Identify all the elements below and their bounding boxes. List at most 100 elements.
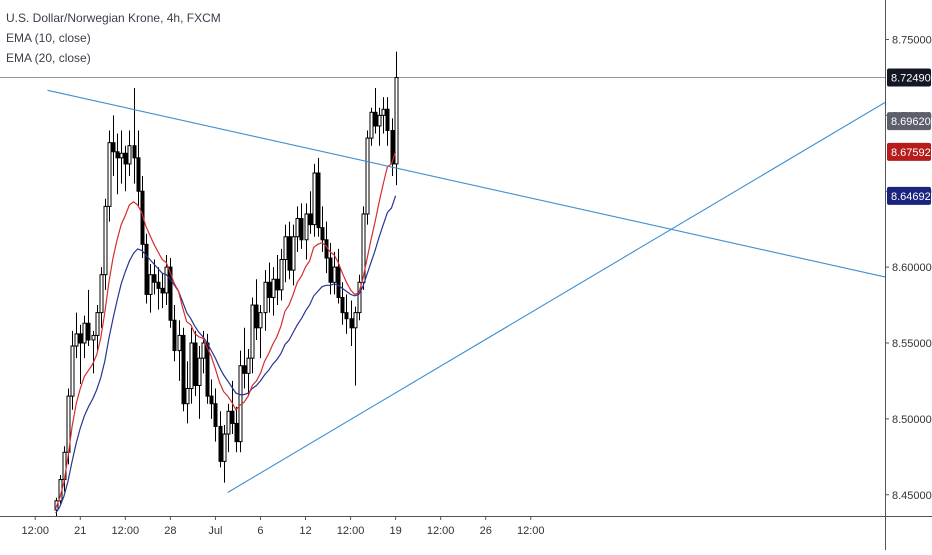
candle-bull bbox=[332, 266, 337, 283]
x-tick-label: 12:00 bbox=[517, 525, 545, 537]
candle-bear bbox=[78, 333, 83, 344]
candle-bull bbox=[201, 342, 206, 359]
x-tick-label: 12:00 bbox=[21, 525, 49, 537]
candle-bull bbox=[258, 312, 263, 329]
ema20-price-badge bbox=[887, 186, 931, 205]
candle-bear bbox=[349, 318, 354, 329]
candle-bear bbox=[308, 213, 313, 226]
candle-bear bbox=[213, 403, 218, 427]
candle-bear bbox=[209, 395, 214, 405]
legend-ema10: EMA (10, close) bbox=[6, 31, 91, 45]
candle-bull bbox=[99, 274, 104, 314]
candle-bull bbox=[263, 281, 268, 314]
candle-bull bbox=[377, 114, 382, 127]
ema10-price-badge bbox=[887, 142, 931, 161]
candle-bull bbox=[279, 259, 284, 291]
ema10-price-label: 8.67592 bbox=[891, 147, 931, 159]
x-tick-label: 6 bbox=[257, 525, 263, 537]
candle-bull bbox=[250, 304, 255, 359]
candle-bear bbox=[242, 365, 247, 374]
candle-bear bbox=[390, 130, 395, 165]
candle-bear bbox=[193, 342, 198, 386]
candle-bear bbox=[287, 236, 292, 271]
candle-bull bbox=[91, 334, 96, 341]
candle-bull bbox=[357, 281, 362, 314]
y-tick-label: 8.60000 bbox=[892, 262, 932, 274]
candle-bull bbox=[222, 433, 227, 462]
x-tick-label: 12:00 bbox=[427, 525, 455, 537]
candle-bull bbox=[369, 111, 374, 139]
candle-bear bbox=[144, 243, 149, 295]
candle-bull bbox=[365, 137, 370, 215]
candle-bull bbox=[185, 388, 190, 405]
candle-bear bbox=[181, 334, 186, 405]
legend: U.S. Dollar/Norwegian Krone, 4h, FXCM EM… bbox=[6, 8, 221, 68]
candle-bear bbox=[156, 281, 161, 289]
candle-bull bbox=[226, 410, 231, 435]
candle-bull bbox=[103, 205, 108, 276]
candle-bull bbox=[148, 274, 153, 295]
candle-bull bbox=[189, 342, 194, 390]
candle-bear bbox=[160, 287, 165, 294]
x-tick-label: 28 bbox=[164, 525, 176, 537]
candle-bear bbox=[123, 152, 128, 165]
candle-bull bbox=[164, 266, 169, 294]
candle-bull bbox=[127, 145, 132, 165]
candle-bear bbox=[316, 172, 321, 229]
ema20-price-label: 8.64692 bbox=[891, 191, 931, 203]
candle-bear bbox=[168, 266, 173, 321]
candle-bull bbox=[381, 108, 386, 116]
candle-bear bbox=[140, 190, 145, 245]
candle-bull bbox=[82, 322, 87, 344]
candle-bear bbox=[328, 257, 333, 283]
legend-ema20: EMA (20, close) bbox=[6, 51, 91, 65]
candle-bear bbox=[172, 319, 177, 352]
candle-bull bbox=[312, 172, 317, 226]
candle-bull bbox=[304, 213, 309, 241]
y-tick-label: 8.75000 bbox=[892, 34, 932, 46]
candle-bull bbox=[177, 334, 182, 352]
candle-bear bbox=[336, 266, 341, 298]
high-price-badge bbox=[887, 112, 931, 131]
candle-bull bbox=[353, 312, 358, 329]
candle-bear bbox=[132, 145, 137, 159]
candle-bear bbox=[230, 410, 235, 424]
candle-bull bbox=[291, 236, 296, 271]
candle-bull bbox=[295, 218, 300, 238]
x-tick-label: 12 bbox=[299, 525, 311, 537]
candle-bull bbox=[119, 152, 124, 159]
candle-bull bbox=[361, 213, 366, 283]
candle-bull bbox=[246, 357, 251, 374]
ema20-line bbox=[55, 195, 397, 514]
candle-bear bbox=[275, 278, 280, 291]
x-tick-label: Jul bbox=[208, 525, 222, 537]
candle-bear bbox=[111, 142, 116, 153]
candle-bear bbox=[320, 227, 325, 241]
candle-bear bbox=[373, 111, 378, 127]
chart-title: U.S. Dollar/Norwegian Krone, 4h, FXCM bbox=[6, 11, 221, 25]
last-price-label: 8.72490 bbox=[891, 73, 931, 85]
candle-bull bbox=[74, 333, 79, 347]
y-tick-label: 8.55000 bbox=[892, 338, 932, 350]
candle-bull bbox=[95, 312, 100, 336]
x-tick-label: 21 bbox=[74, 525, 86, 537]
candle-bull bbox=[197, 357, 202, 386]
candle-bear bbox=[218, 425, 223, 462]
candle-bear bbox=[136, 157, 141, 192]
x-tick-label: 12:00 bbox=[112, 525, 140, 537]
candle-bear bbox=[152, 274, 157, 283]
ascending-trendline bbox=[227, 101, 885, 493]
descending-trendline bbox=[47, 89, 885, 278]
candle-bull bbox=[283, 236, 288, 261]
candle-bull bbox=[271, 278, 276, 298]
candle-bull bbox=[394, 77, 399, 165]
candle-bear bbox=[267, 281, 272, 298]
x-tick-label: 12:00 bbox=[337, 525, 365, 537]
candle-bull bbox=[70, 345, 75, 397]
candle-bear bbox=[86, 322, 91, 341]
candle-bear bbox=[385, 108, 390, 132]
candle-bear bbox=[234, 422, 239, 443]
x-tick-label: 26 bbox=[480, 525, 492, 537]
